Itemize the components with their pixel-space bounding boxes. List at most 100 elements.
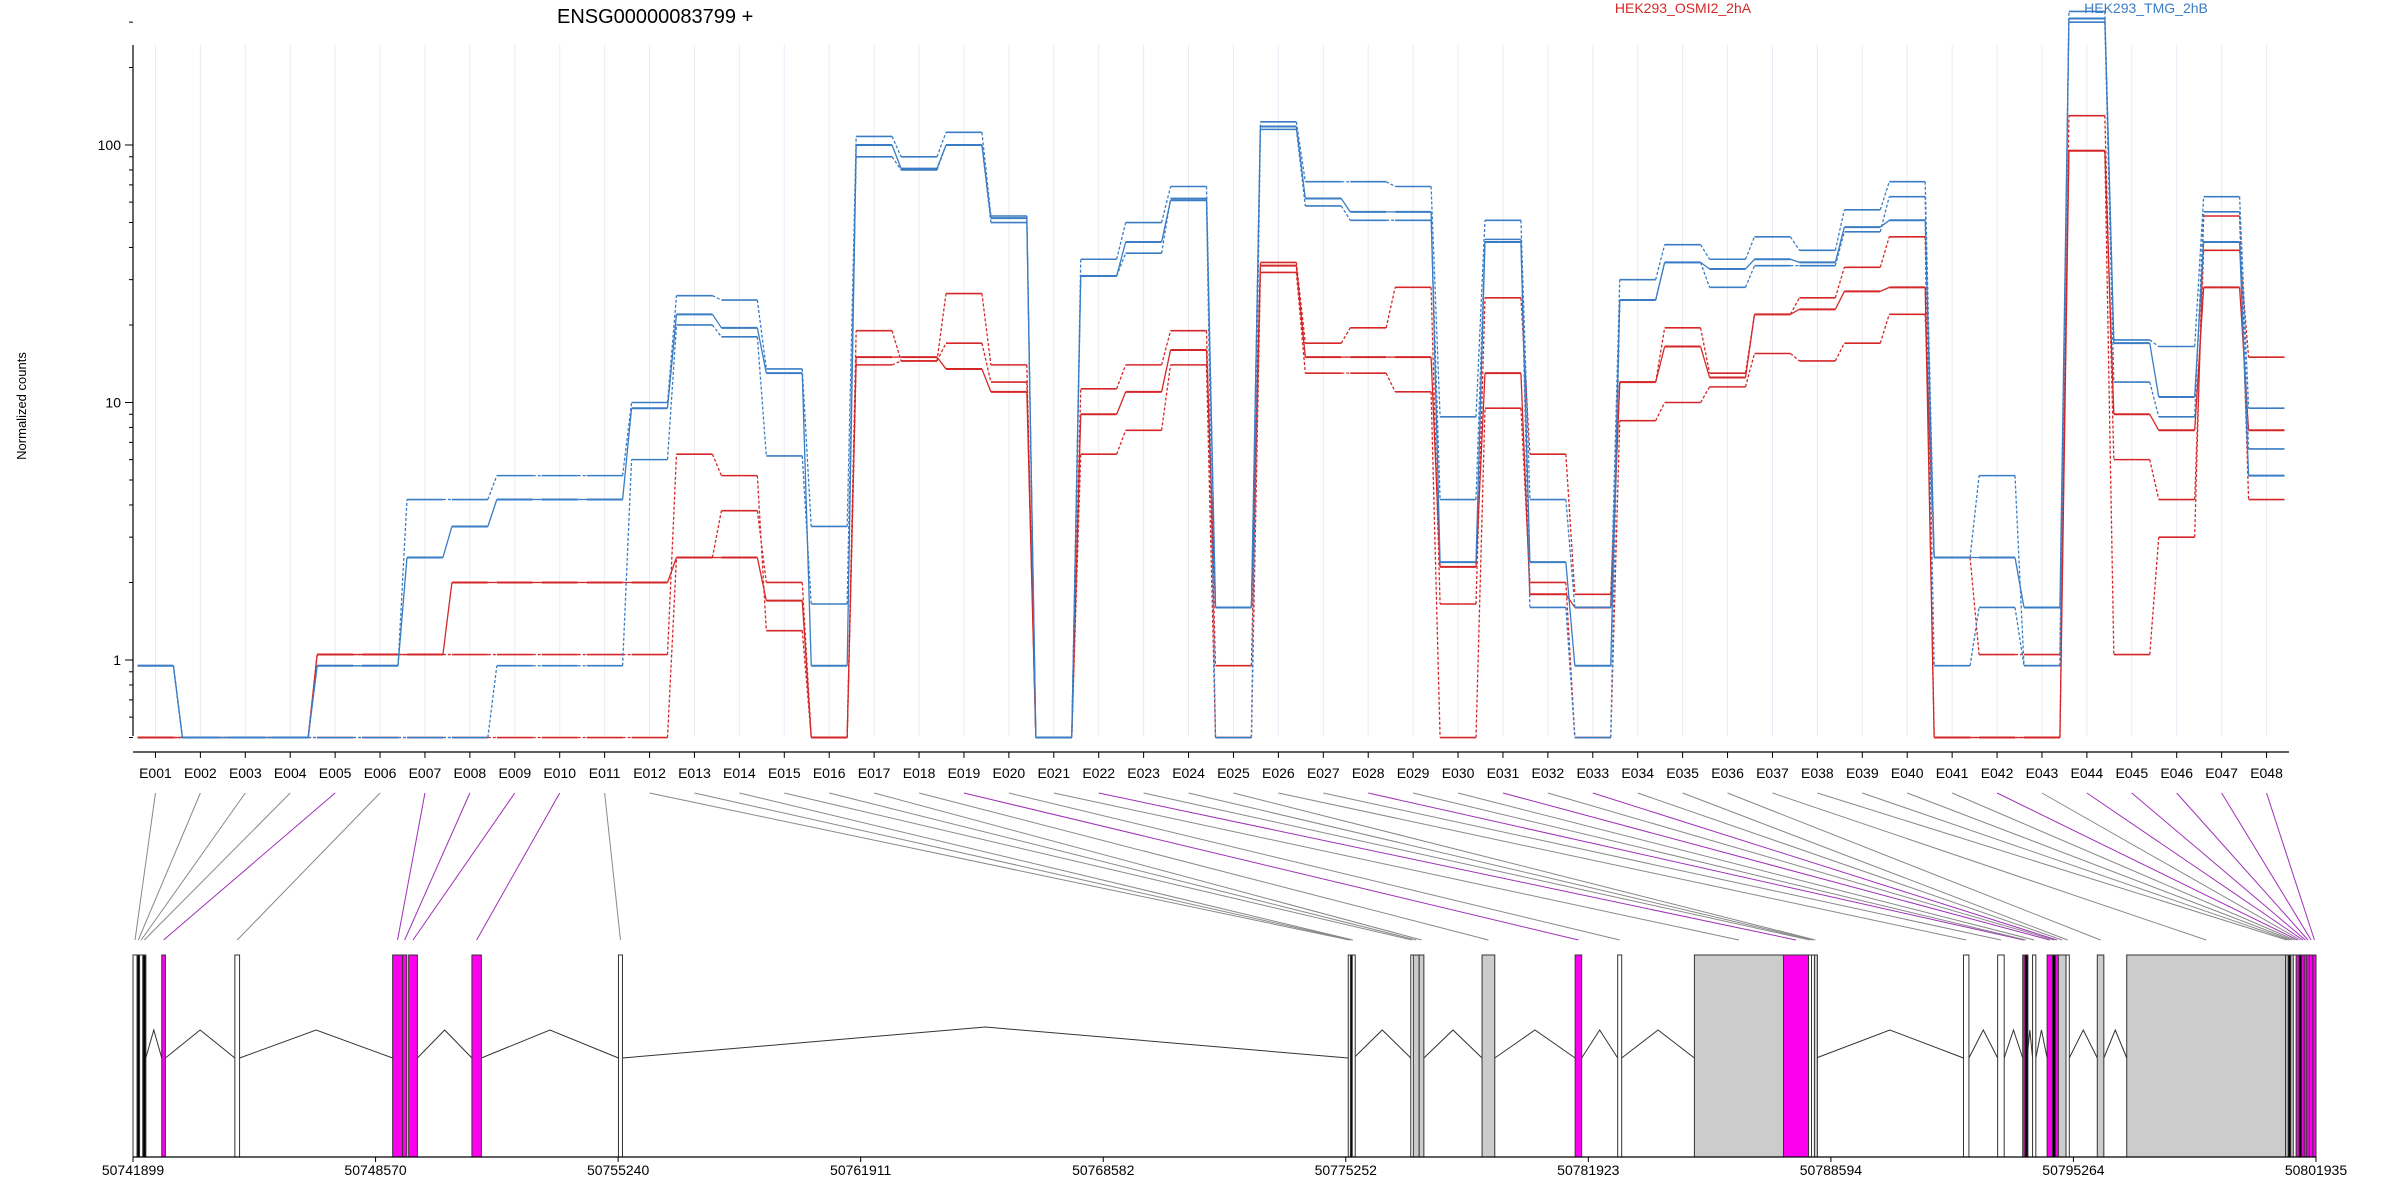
x-tick-label: E034 — [1621, 765, 1654, 781]
connector-E034 — [1637, 792, 2063, 941]
exon-E022 — [1782, 954, 1810, 1158]
data-link — [666, 557, 678, 738]
exon-E027 — [1997, 954, 2005, 1158]
data-link — [442, 582, 453, 655]
connector-E036 — [1727, 792, 2101, 941]
connector-E021 — [1053, 792, 1740, 941]
x-tick-label: E022 — [1082, 765, 1115, 781]
connector-E008 — [404, 792, 471, 941]
x-tick-label: E038 — [1801, 765, 1834, 781]
data-link — [1879, 314, 1890, 344]
data-link — [1160, 330, 1172, 366]
data-link — [307, 665, 318, 738]
connector-E015 — [784, 792, 1413, 941]
connector-E022 — [1098, 792, 1797, 941]
data-link — [1879, 236, 1890, 268]
y-axis-label: Normalized counts — [14, 352, 29, 460]
data-link — [981, 132, 992, 217]
data-link — [666, 454, 678, 655]
data-link — [1565, 499, 1576, 608]
genomic-tick-label: 50748570 — [344, 1162, 407, 1178]
data-link — [891, 144, 902, 169]
data-link — [2194, 196, 2205, 347]
legend-label-tmg: HEK293_TMG_2hB — [2084, 0, 2208, 16]
plot-area — [137, 10, 2285, 739]
connector-E013 — [694, 792, 1352, 941]
connector-E048 — [2266, 792, 2315, 941]
data-link — [846, 364, 857, 738]
x-tick-label: E004 — [274, 765, 307, 781]
exon-E021 — [1693, 954, 1784, 1158]
data-link — [1969, 557, 1980, 655]
data-link — [1565, 607, 1576, 738]
x-tick-label: E002 — [184, 765, 217, 781]
data-link — [666, 324, 678, 460]
data-link — [712, 295, 722, 301]
data-link — [1295, 262, 1306, 344]
data-link — [1520, 239, 1531, 608]
data-link — [666, 557, 678, 583]
connector-E025 — [1233, 792, 1816, 941]
connector-E037 — [1772, 792, 2207, 941]
data-link — [1924, 236, 1935, 738]
connector-E044 — [2086, 792, 2304, 941]
x-tick-label: E042 — [1981, 765, 2014, 781]
intron-line — [1353, 1029, 1412, 1059]
connector-E046 — [2176, 792, 2309, 941]
x-tick-label: E021 — [1037, 765, 1070, 781]
x-tick-label: E030 — [1442, 765, 1475, 781]
exon-E025 — [1813, 954, 1818, 1158]
data-link — [1430, 391, 1441, 738]
data-link — [1969, 475, 1980, 558]
x-tick-label: E012 — [633, 765, 666, 781]
data-link — [1385, 287, 1396, 328]
connector-E040 — [1907, 792, 2293, 941]
data-link — [1834, 209, 1845, 251]
data-link — [2149, 343, 2160, 398]
data-link — [1699, 346, 1711, 378]
data-link — [1250, 121, 1262, 608]
connector-E032 — [1547, 792, 2055, 941]
intron-line — [2003, 1028, 2024, 1059]
data-link — [1879, 181, 1890, 211]
data-link — [487, 665, 498, 738]
data-link — [1385, 372, 1396, 393]
data-link — [2014, 475, 2025, 666]
intron-line — [145, 1028, 163, 1059]
data-link — [666, 314, 678, 409]
data-link — [1475, 220, 1486, 417]
x-tick-label: E048 — [2250, 765, 2283, 781]
grid-lines — [154, 45, 2268, 736]
data-link — [397, 499, 408, 666]
data-link — [1744, 265, 1756, 288]
connector-E028 — [1368, 792, 2024, 941]
data-link — [1655, 402, 1666, 421]
data-link — [2104, 150, 2115, 655]
connector-E010 — [476, 792, 561, 941]
data-link — [981, 144, 992, 223]
genomic-tick-label: 50795264 — [2042, 1162, 2105, 1178]
exon-E029 — [2024, 954, 2029, 1158]
x-tick-label: E010 — [543, 765, 576, 781]
x-axis: E001 E002 E003 E004 E005 E006 E007 E008 E009 E010… — [133, 751, 2289, 781]
connector-E043 — [2041, 792, 2301, 941]
intron-line — [1423, 1029, 1483, 1059]
exon-E001 — [132, 954, 138, 1158]
connector-E039 — [1862, 792, 2290, 941]
data-link — [1520, 408, 1531, 583]
exon-E011 — [617, 954, 623, 1158]
exon-E035 — [2065, 954, 2070, 1158]
data-link — [1565, 454, 1576, 595]
genomic-tick-label: 50788594 — [1800, 1162, 1863, 1178]
data-link — [2104, 22, 2115, 383]
data-link — [1430, 287, 1441, 605]
exon-E019 — [1574, 954, 1583, 1158]
genomic-tick-label: 50755240 — [587, 1162, 650, 1178]
intron-line — [165, 1029, 236, 1059]
intron-line — [2103, 1028, 2128, 1059]
connector-E002 — [137, 792, 201, 941]
connector-E047 — [2221, 792, 2312, 941]
x-tick-label: E037 — [1756, 765, 1789, 781]
data-link — [936, 144, 947, 171]
